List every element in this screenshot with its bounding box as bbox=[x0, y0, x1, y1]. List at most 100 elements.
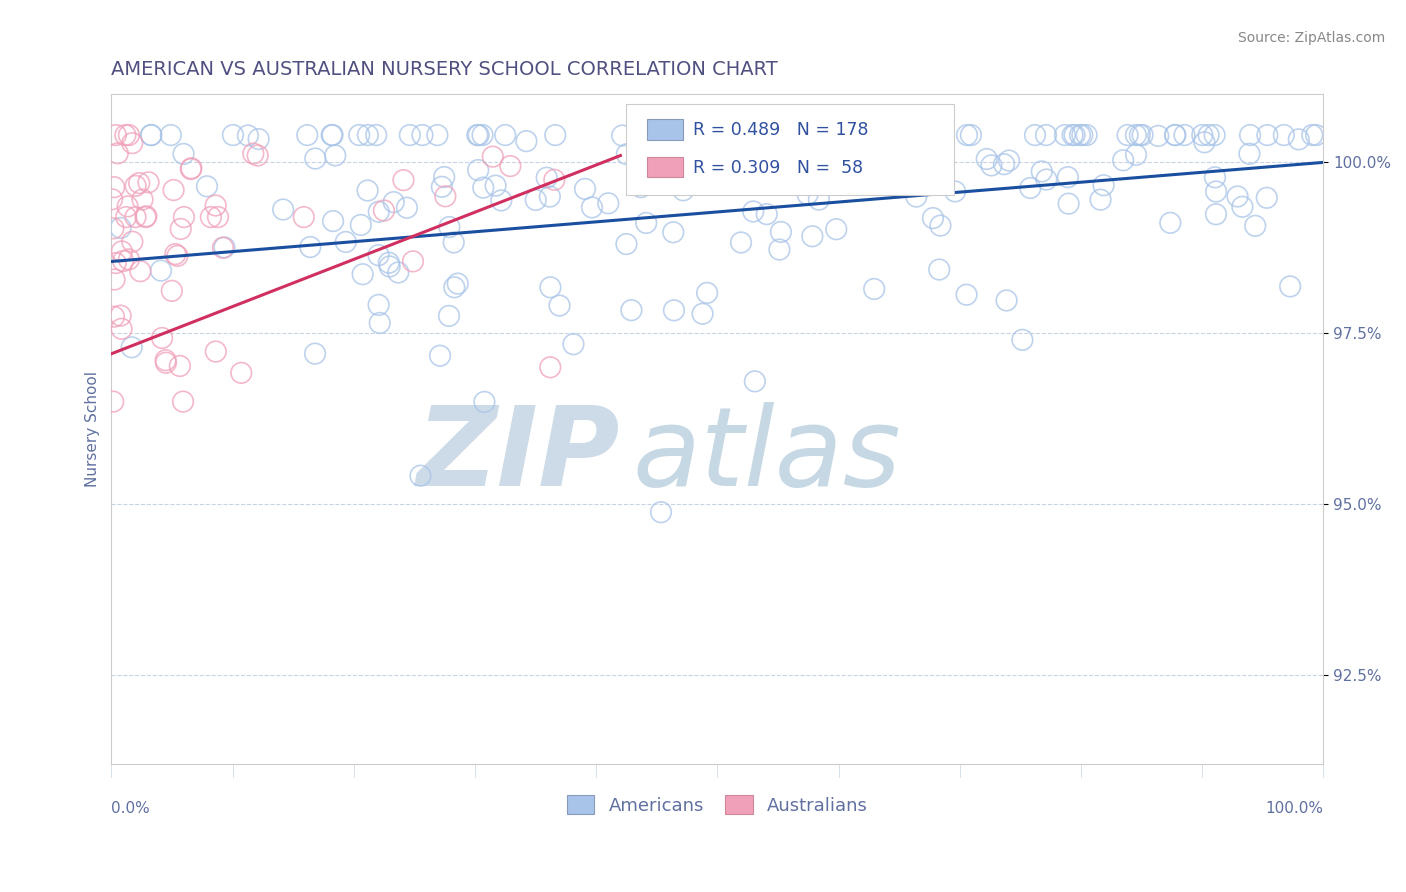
Text: atlas: atlas bbox=[633, 402, 901, 509]
Point bbox=[728, 177, 751, 191]
Point bbox=[768, 128, 790, 142]
Point bbox=[846, 128, 869, 142]
Point bbox=[1205, 207, 1227, 221]
Point bbox=[1301, 128, 1323, 142]
FancyBboxPatch shape bbox=[647, 157, 683, 178]
Point bbox=[1031, 164, 1053, 178]
Point bbox=[373, 203, 395, 218]
Text: R = 0.489   N = 178: R = 0.489 N = 178 bbox=[693, 120, 869, 138]
Point bbox=[242, 146, 264, 161]
Point bbox=[499, 159, 522, 173]
Point bbox=[321, 128, 343, 142]
Point bbox=[124, 178, 146, 193]
FancyBboxPatch shape bbox=[627, 104, 953, 194]
Point bbox=[204, 198, 226, 212]
Point bbox=[149, 263, 172, 277]
Point bbox=[124, 210, 146, 224]
Point bbox=[297, 128, 319, 142]
Point bbox=[207, 210, 229, 224]
Point bbox=[1205, 185, 1227, 199]
Point bbox=[166, 249, 188, 263]
Point bbox=[733, 128, 755, 142]
Point bbox=[110, 322, 132, 336]
Point bbox=[769, 142, 792, 156]
Point bbox=[155, 353, 177, 368]
Point bbox=[465, 128, 488, 142]
Point bbox=[796, 187, 818, 202]
Point bbox=[862, 140, 884, 154]
Point bbox=[620, 303, 643, 318]
Point bbox=[1164, 128, 1187, 142]
Point bbox=[548, 299, 571, 313]
Point bbox=[1244, 219, 1267, 233]
Point bbox=[322, 214, 344, 228]
Point bbox=[515, 134, 537, 148]
Point bbox=[825, 222, 848, 236]
Point bbox=[128, 176, 150, 190]
Point bbox=[180, 161, 202, 176]
Point bbox=[484, 178, 506, 193]
Point bbox=[755, 207, 778, 221]
Point bbox=[155, 356, 177, 370]
Point bbox=[980, 158, 1002, 172]
Point bbox=[366, 128, 388, 142]
Point bbox=[367, 248, 389, 262]
Point bbox=[117, 199, 139, 213]
Point bbox=[169, 359, 191, 373]
Point bbox=[679, 150, 702, 164]
Point bbox=[173, 210, 195, 224]
Point bbox=[1204, 170, 1226, 185]
Point bbox=[993, 157, 1015, 171]
Point bbox=[543, 173, 565, 187]
Point bbox=[204, 344, 226, 359]
Point bbox=[447, 277, 470, 291]
Point bbox=[1011, 333, 1033, 347]
Point bbox=[1173, 128, 1195, 142]
Point bbox=[367, 298, 389, 312]
Point bbox=[246, 148, 269, 162]
Point bbox=[860, 136, 883, 151]
Point bbox=[111, 244, 134, 259]
Point bbox=[1076, 128, 1098, 142]
Point bbox=[352, 267, 374, 281]
Point bbox=[494, 128, 516, 142]
Point bbox=[104, 128, 127, 142]
Point bbox=[717, 138, 740, 153]
Point bbox=[1090, 193, 1112, 207]
Point bbox=[848, 128, 870, 142]
Point bbox=[103, 221, 125, 235]
Point bbox=[165, 247, 187, 261]
Point bbox=[1164, 128, 1187, 142]
Point bbox=[135, 209, 157, 223]
Point bbox=[943, 185, 966, 199]
Point bbox=[437, 309, 460, 323]
Point bbox=[1239, 128, 1261, 142]
Point bbox=[172, 394, 194, 409]
Point bbox=[692, 307, 714, 321]
Point bbox=[491, 194, 513, 208]
Point bbox=[662, 303, 685, 318]
Point bbox=[139, 128, 162, 142]
Point bbox=[357, 128, 380, 142]
Point bbox=[378, 260, 401, 274]
Point bbox=[481, 150, 503, 164]
Point bbox=[574, 182, 596, 196]
Point bbox=[103, 394, 125, 409]
Point bbox=[426, 128, 449, 142]
Point bbox=[928, 262, 950, 277]
Point bbox=[929, 219, 952, 233]
Point bbox=[129, 264, 152, 278]
Legend: Americans, Australians: Americans, Australians bbox=[560, 788, 875, 822]
Point bbox=[323, 148, 346, 162]
Text: 100.0%: 100.0% bbox=[1265, 801, 1323, 815]
Point bbox=[1256, 191, 1278, 205]
Point bbox=[801, 229, 824, 244]
Point bbox=[222, 128, 245, 142]
Point bbox=[662, 128, 685, 142]
Point bbox=[472, 180, 495, 194]
Point bbox=[101, 192, 124, 206]
Point bbox=[131, 193, 153, 207]
Point bbox=[195, 179, 218, 194]
Point bbox=[581, 201, 603, 215]
Point bbox=[304, 152, 326, 166]
